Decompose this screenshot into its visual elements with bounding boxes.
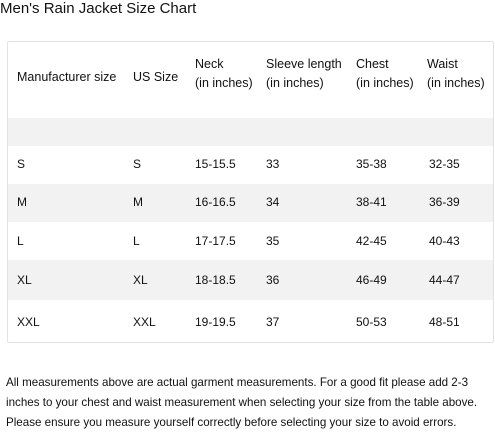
spacer-row xyxy=(8,118,493,146)
header-chest: Chest (in inches) xyxy=(356,55,414,93)
cell-waist: 40-43 xyxy=(429,234,460,248)
cell-us-size: L xyxy=(133,234,140,248)
cell-sleeve-length: 36 xyxy=(266,273,280,287)
cell-neck: 17-17.5 xyxy=(195,234,236,248)
header-neck: Neck (in inches) xyxy=(195,55,253,93)
chart-title: Men's Rain Jacket Size Chart xyxy=(0,0,197,17)
cell-us-size: XL xyxy=(133,273,148,287)
header-manufacturer-size: Manufacturer size xyxy=(17,70,117,84)
cell-manufacturer-size: S xyxy=(17,157,26,171)
cell-chest: 35-38 xyxy=(356,157,387,171)
cell-waist: 36-39 xyxy=(429,195,460,209)
header-neck-unit: (in inches) xyxy=(195,76,253,90)
header-chest-unit: (in inches) xyxy=(356,76,414,90)
table-row: M M 16-16.5 34 38-41 36-39 xyxy=(8,184,493,222)
cell-waist: 44-47 xyxy=(429,273,460,287)
header-sleeve-length-unit: (in inches) xyxy=(266,76,324,90)
cell-us-size: S xyxy=(133,157,142,171)
cell-sleeve-length: 33 xyxy=(266,157,280,171)
cell-waist: 32-35 xyxy=(429,157,460,171)
table-row: S S 15-15.5 33 35-38 32-35 xyxy=(8,146,493,184)
header-waist-unit: (in inches) xyxy=(427,76,485,90)
cell-neck: 18-18.5 xyxy=(195,273,236,287)
cell-us-size: M xyxy=(133,195,143,209)
cell-neck: 19-19.5 xyxy=(195,315,236,329)
header-row: Manufacturer size US Size Neck (in inche… xyxy=(8,42,493,118)
cell-sleeve-length: 35 xyxy=(266,234,280,248)
cell-manufacturer-size: XXL xyxy=(17,315,40,329)
header-us-size: US Size xyxy=(133,70,179,84)
cell-sleeve-length: 37 xyxy=(266,315,280,329)
cell-waist: 48-51 xyxy=(429,315,460,329)
cell-neck: 15-15.5 xyxy=(195,157,236,171)
cell-manufacturer-size: L xyxy=(17,234,24,248)
table-row: L L 17-17.5 35 42-45 40-43 xyxy=(8,222,493,260)
cell-chest: 50-53 xyxy=(356,315,387,329)
header-waist: Waist (in inches) xyxy=(427,55,485,93)
cell-chest: 46-49 xyxy=(356,273,387,287)
cell-manufacturer-size: XL xyxy=(17,273,32,287)
header-sleeve-length-label: Sleeve length xyxy=(266,57,342,71)
cell-neck: 16-16.5 xyxy=(195,195,236,209)
cell-manufacturer-size: M xyxy=(17,195,27,209)
cell-sleeve-length: 34 xyxy=(266,195,280,209)
cell-us-size: XXL xyxy=(133,315,156,329)
size-table: Manufacturer size US Size Neck (in inche… xyxy=(7,41,494,343)
table-row: XL XL 18-18.5 36 46-49 44-47 xyxy=(8,260,493,300)
table-row: XXL XXL 19-19.5 37 50-53 48-51 xyxy=(8,300,493,342)
cell-chest: 42-45 xyxy=(356,234,387,248)
cell-chest: 38-41 xyxy=(356,195,387,209)
measurement-note: All measurements above are actual garmen… xyxy=(6,376,478,429)
header-neck-label: Neck xyxy=(195,57,224,71)
header-waist-label: Waist xyxy=(427,57,458,71)
header-sleeve-length: Sleeve length (in inches) xyxy=(266,55,342,93)
header-chest-label: Chest xyxy=(356,57,389,71)
